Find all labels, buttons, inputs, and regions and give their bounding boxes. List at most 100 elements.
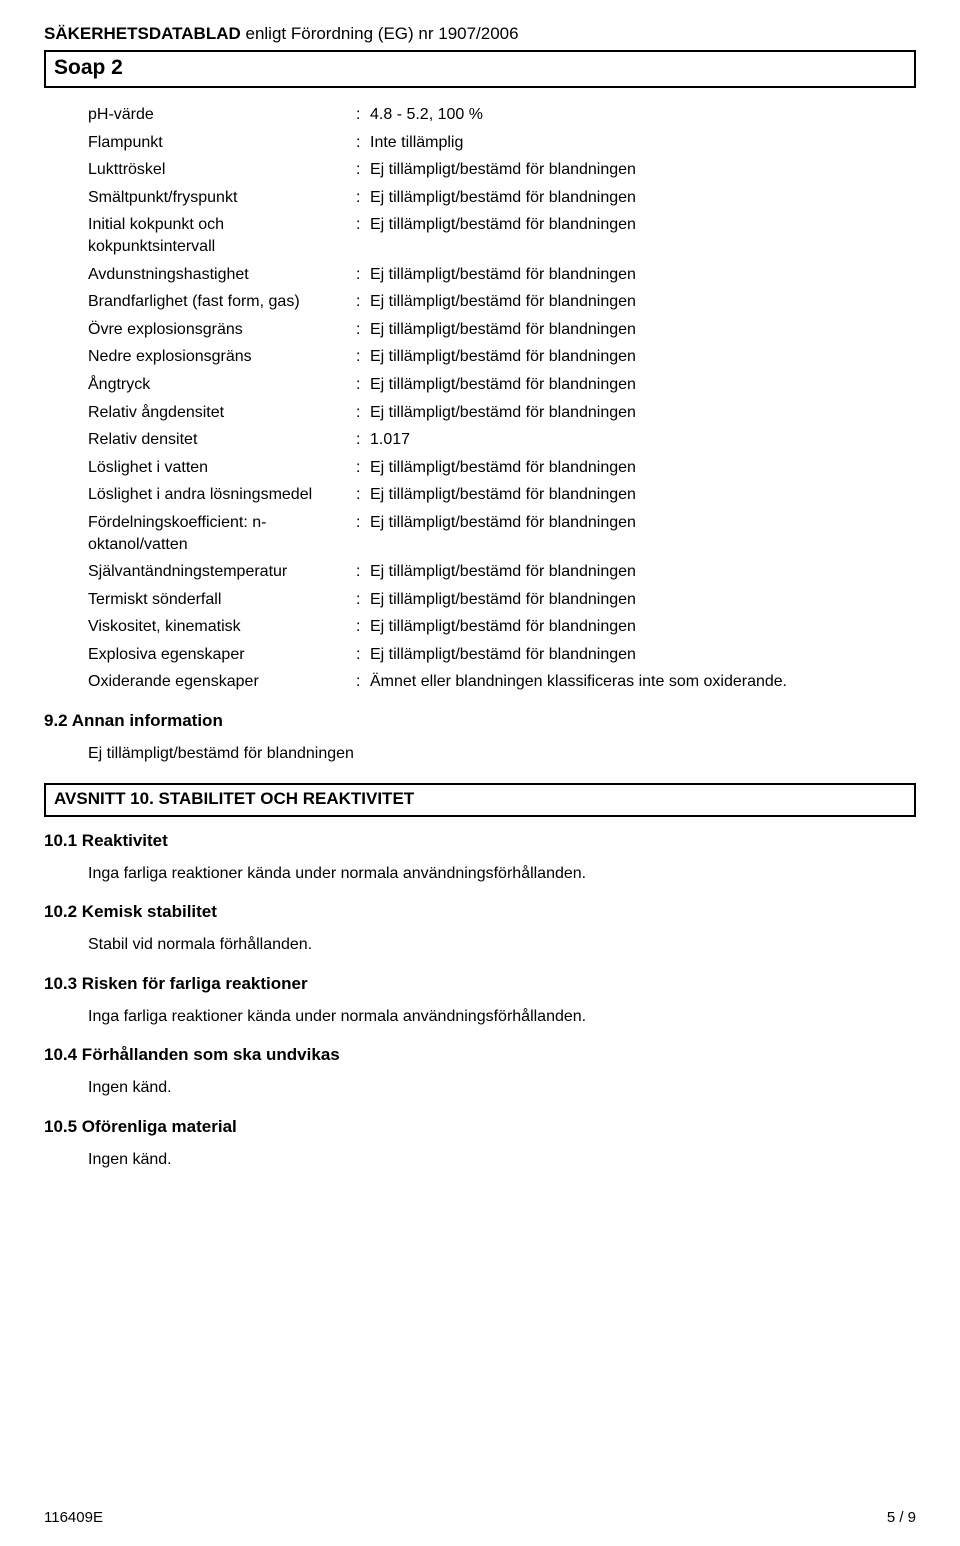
property-colon: : (356, 346, 370, 368)
property-label: Löslighet i vatten (88, 457, 356, 479)
section-10-item-body: Inga farliga reaktioner kända under norm… (88, 1006, 916, 1028)
property-row: Explosiva egenskaper:Ej tillämpligt/best… (88, 644, 916, 666)
property-row: Avdunstningshastighet:Ej tillämpligt/bes… (88, 264, 916, 286)
property-value: Ej tillämpligt/bestämd för blandningen (370, 402, 916, 424)
property-label: Initial kokpunkt och kokpunktsintervall (88, 214, 356, 257)
property-value: Ej tillämpligt/bestämd för blandningen (370, 187, 916, 209)
property-colon: : (356, 512, 370, 534)
property-row: Nedre explosionsgräns:Ej tillämpligt/bes… (88, 346, 916, 368)
section-10-item-body: Ingen känd. (88, 1149, 916, 1171)
property-row: Övre explosionsgräns:Ej tillämpligt/best… (88, 319, 916, 341)
property-value: Ej tillämpligt/bestämd för blandningen (370, 291, 916, 313)
property-label: Ångtryck (88, 374, 356, 396)
property-label: Explosiva egenskaper (88, 644, 356, 666)
property-label: Lukttröskel (88, 159, 356, 181)
property-colon: : (356, 319, 370, 341)
property-label: Relativ ångdensitet (88, 402, 356, 424)
property-label: Smältpunkt/fryspunkt (88, 187, 356, 209)
section-10-item-heading: 10.5 Oförenliga material (44, 1117, 916, 1137)
section-9-2-body: Ej tillämpligt/bestämd för blandningen (88, 743, 916, 765)
property-row: Flampunkt:Inte tillämplig (88, 132, 916, 154)
property-colon: : (356, 104, 370, 126)
product-name: Soap 2 (54, 56, 123, 79)
property-colon: : (356, 402, 370, 424)
property-colon: : (356, 374, 370, 396)
property-colon: : (356, 264, 370, 286)
property-row: pH-värde:4.8 - 5.2, 100 % (88, 104, 916, 126)
section-10-item-heading: 10.3 Risken för farliga reaktioner (44, 974, 916, 994)
section-10-item-heading: 10.4 Förhållanden som ska undvikas (44, 1045, 916, 1065)
property-value: Ej tillämpligt/bestämd för blandningen (370, 214, 916, 236)
property-value: Ej tillämpligt/bestämd för blandningen (370, 512, 916, 534)
footer-page-number: 5 / 9 (887, 1509, 916, 1526)
section-10-body: 10.1 Reaktivitet Inga farliga reaktioner … (44, 831, 916, 1171)
property-value: Ej tillämpligt/bestämd för blandningen (370, 374, 916, 396)
property-colon: : (356, 644, 370, 666)
property-colon: : (356, 187, 370, 209)
property-row: Löslighet i vatten:Ej tillämpligt/bestäm… (88, 457, 916, 479)
sds-title-bold: SÄKERHETSDATABLAD (44, 24, 241, 43)
document-header: SÄKERHETSDATABLAD enligt Förordning (EG)… (44, 24, 916, 44)
property-label: Oxiderande egenskaper (88, 671, 356, 693)
property-row: Initial kokpunkt och kokpunktsintervall:… (88, 214, 916, 257)
property-colon: : (356, 457, 370, 479)
page-footer: 116409E 5 / 9 (44, 1509, 916, 1526)
property-colon: : (356, 429, 370, 451)
property-row: Viskositet, kinematisk:Ej tillämpligt/be… (88, 616, 916, 638)
property-colon: : (356, 132, 370, 154)
property-value: Ej tillämpligt/bestämd för blandningen (370, 589, 916, 611)
property-row: Självantändningstemperatur:Ej tillämplig… (88, 561, 916, 583)
property-value: 4.8 - 5.2, 100 % (370, 104, 916, 126)
section-10-title: AVSNITT 10. STABILITET OCH REAKTIVITET (44, 783, 916, 817)
property-row: Relativ ångdensitet:Ej tillämpligt/bestä… (88, 402, 916, 424)
property-label: Avdunstningshastighet (88, 264, 356, 286)
property-row: Relativ densitet:1.017 (88, 429, 916, 451)
section-10-item-body: Inga farliga reaktioner kända under norm… (88, 863, 916, 885)
property-colon: : (356, 589, 370, 611)
product-title-box: Soap 2 (44, 50, 916, 88)
property-label: pH-värde (88, 104, 356, 126)
property-colon: : (356, 159, 370, 181)
property-value: Ej tillämpligt/bestämd för blandningen (370, 616, 916, 638)
property-label: Viskositet, kinematisk (88, 616, 356, 638)
property-colon: : (356, 671, 370, 693)
property-colon: : (356, 291, 370, 313)
property-colon: : (356, 484, 370, 506)
property-label: Nedre explosionsgräns (88, 346, 356, 368)
property-value: Ämnet eller blandningen klassificeras in… (370, 671, 916, 693)
property-label: Relativ densitet (88, 429, 356, 451)
property-label: Fördelningskoefficient: n-oktanol/vatten (88, 512, 356, 555)
section-10-item-heading: 10.1 Reaktivitet (44, 831, 916, 851)
property-row: Ångtryck:Ej tillämpligt/bestämd för blan… (88, 374, 916, 396)
sds-title-rest: enligt Förordning (EG) nr 1907/2006 (241, 24, 519, 43)
property-row: Smältpunkt/fryspunkt:Ej tillämpligt/best… (88, 187, 916, 209)
property-label: Termiskt sönderfall (88, 589, 356, 611)
property-value: Ej tillämpligt/bestämd för blandningen (370, 457, 916, 479)
property-row: Löslighet i andra lösningsmedel:Ej tillä… (88, 484, 916, 506)
property-value: 1.017 (370, 429, 916, 451)
section-10-item-body: Ingen känd. (88, 1077, 916, 1099)
section-9-2-heading: 9.2 Annan information (44, 711, 916, 731)
footer-doc-id: 116409E (44, 1509, 103, 1526)
property-value: Ej tillämpligt/bestämd för blandningen (370, 346, 916, 368)
property-row: Lukttröskel:Ej tillämpligt/bestämd för b… (88, 159, 916, 181)
property-row: Oxiderande egenskaper:Ämnet eller blandn… (88, 671, 916, 693)
section-10-item-heading: 10.2 Kemisk stabilitet (44, 902, 916, 922)
section-10-item-body: Stabil vid normala förhållanden. (88, 934, 916, 956)
property-value: Ej tillämpligt/bestämd för blandningen (370, 319, 916, 341)
property-row: Brandfarlighet (fast form, gas):Ej tillä… (88, 291, 916, 313)
property-label: Brandfarlighet (fast form, gas) (88, 291, 356, 313)
property-colon: : (356, 561, 370, 583)
property-row: Termiskt sönderfall:Ej tillämpligt/bestä… (88, 589, 916, 611)
property-value: Ej tillämpligt/bestämd för blandningen (370, 644, 916, 666)
property-label: Flampunkt (88, 132, 356, 154)
property-value: Ej tillämpligt/bestämd för blandningen (370, 561, 916, 583)
property-value: Ej tillämpligt/bestämd för blandningen (370, 484, 916, 506)
property-colon: : (356, 616, 370, 638)
property-value: Ej tillämpligt/bestämd för blandningen (370, 264, 916, 286)
property-label: Löslighet i andra lösningsmedel (88, 484, 356, 506)
property-label: Övre explosionsgräns (88, 319, 356, 341)
property-value: Ej tillämpligt/bestämd för blandningen (370, 159, 916, 181)
property-value: Inte tillämplig (370, 132, 916, 154)
property-colon: : (356, 214, 370, 236)
